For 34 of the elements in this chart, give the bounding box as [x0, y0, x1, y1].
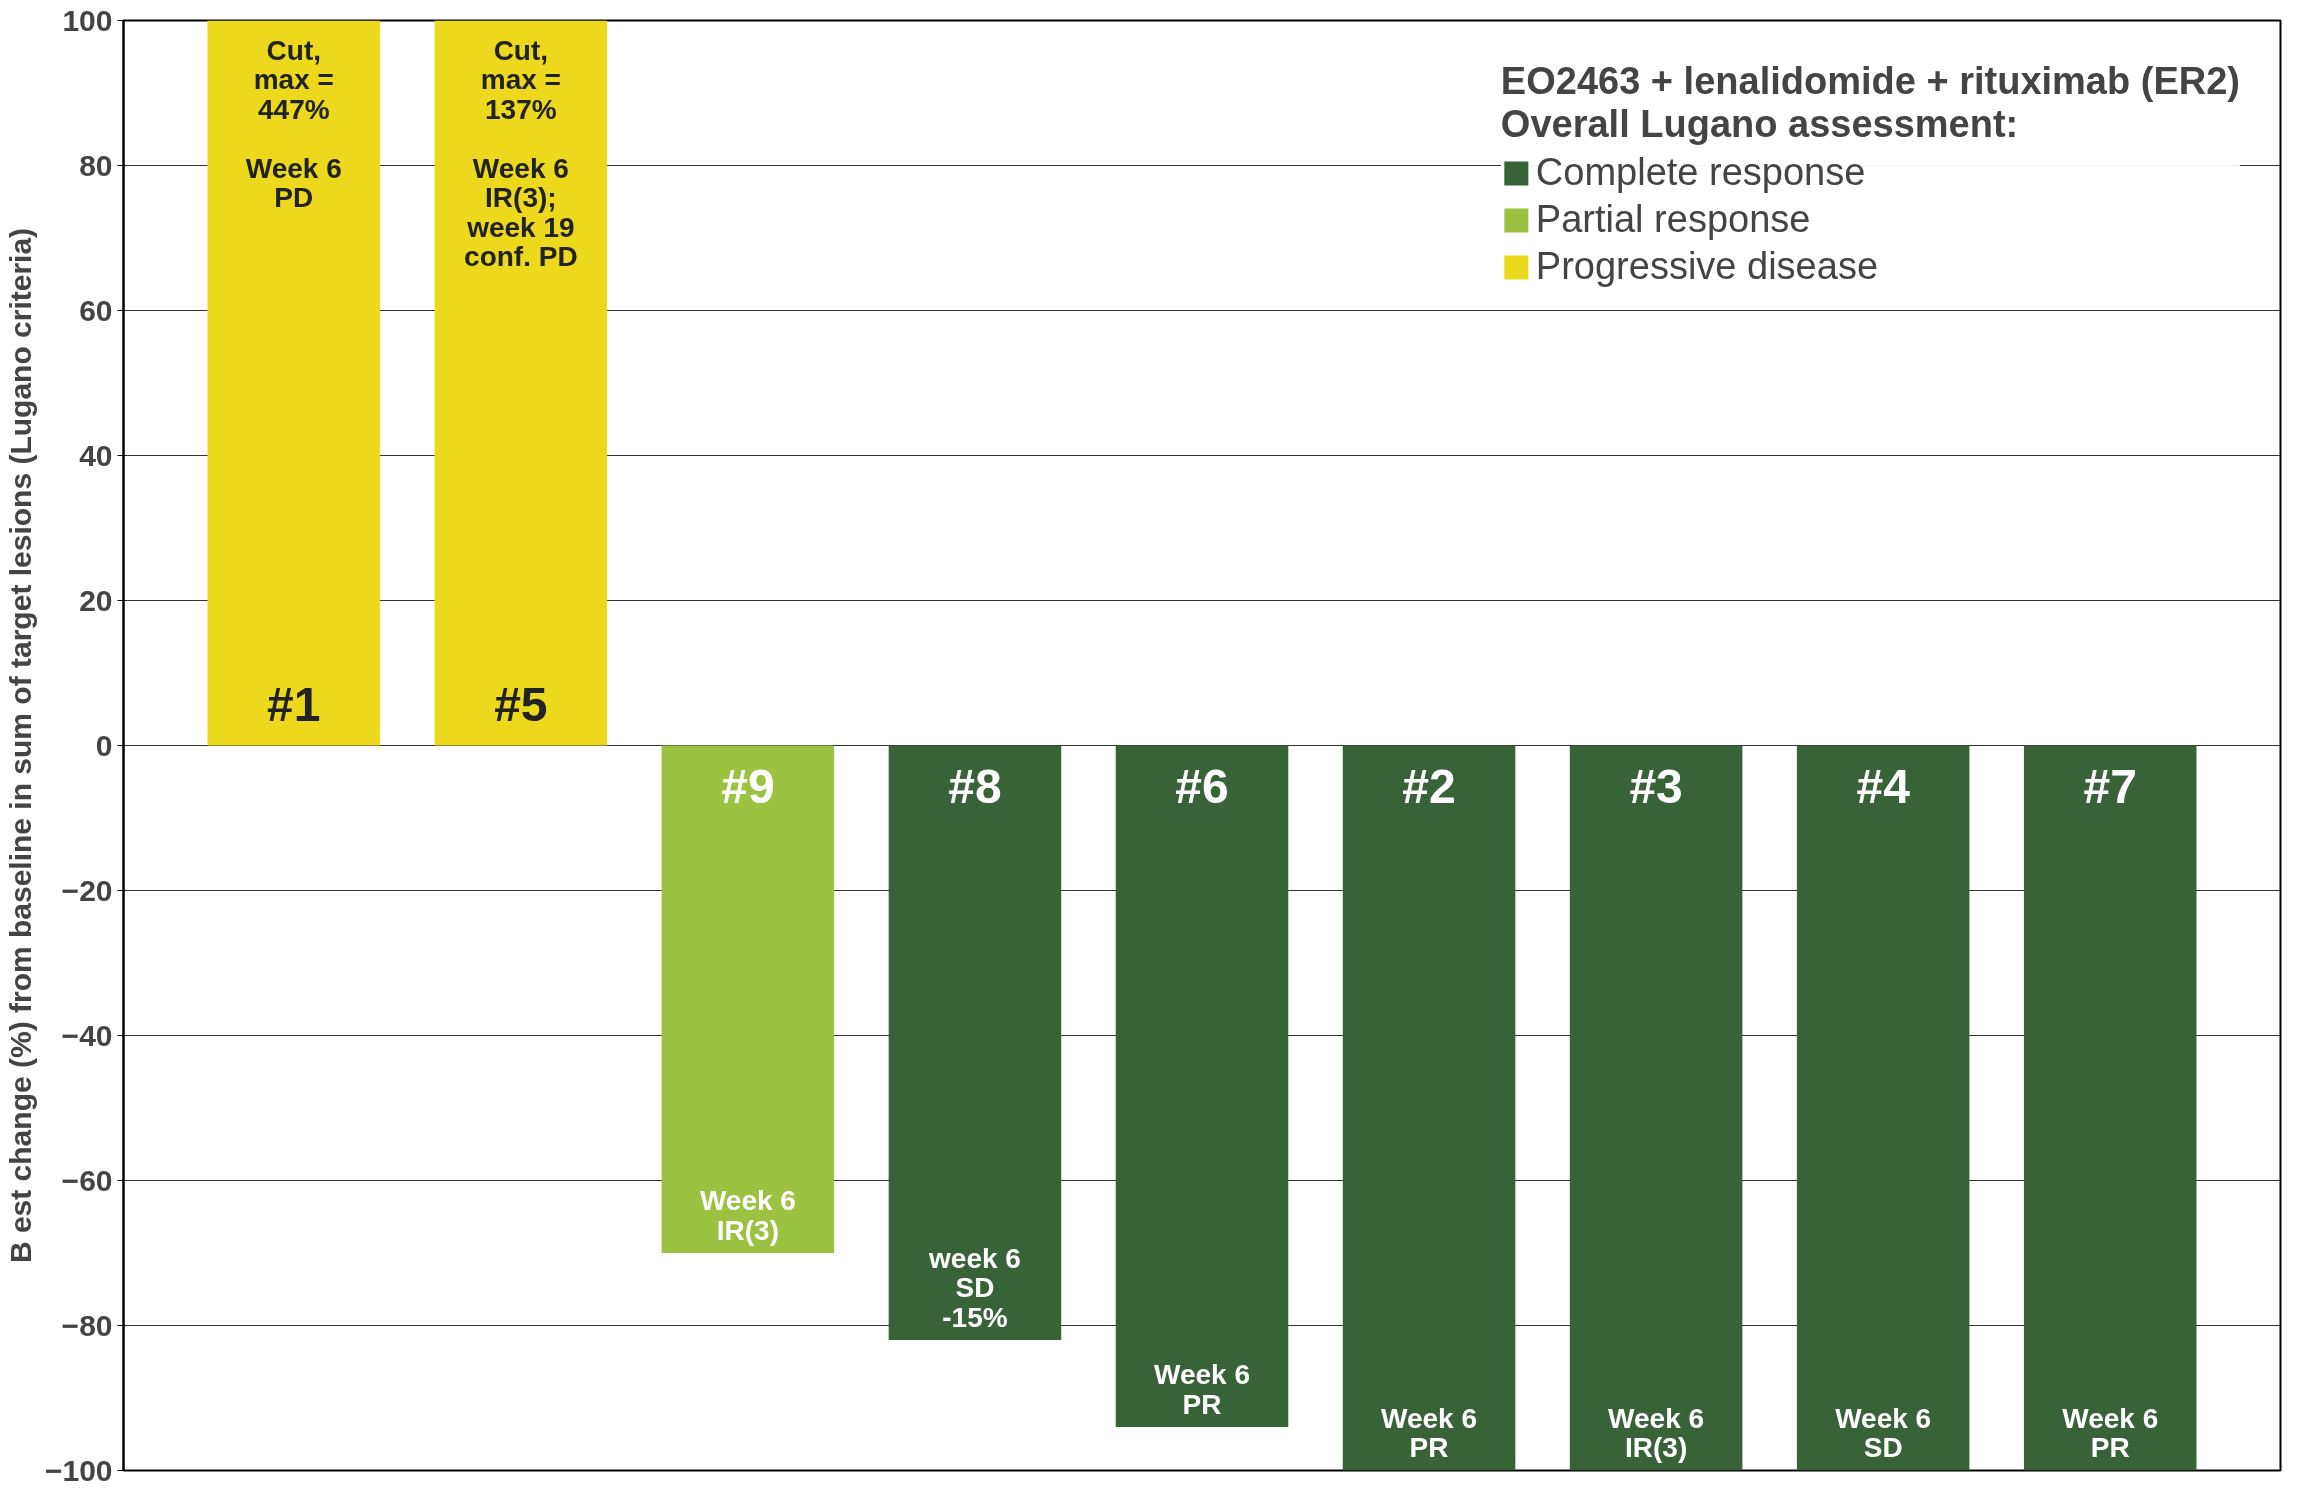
- annotation: Week 6 SD: [1835, 1402, 1932, 1464]
- y-tick-label: 60: [79, 293, 113, 327]
- x-tick-label: #1: [267, 678, 321, 731]
- legend-label: Complete response: [1535, 151, 1866, 194]
- y-tick-label: −60: [61, 1163, 113, 1197]
- annotation: Week 6 IR(3): [1608, 1402, 1705, 1464]
- annotation: Week 6 PR: [1154, 1359, 1250, 1420]
- annotation: Week 6 PR: [1381, 1402, 1478, 1464]
- y-tick-label: 80: [79, 148, 113, 182]
- annotation: Week 6 PR: [2062, 1402, 2159, 1464]
- annotation: Cut, max = 447% Week 6 PD: [245, 35, 342, 214]
- y-tick-label: 20: [79, 583, 113, 617]
- x-tick-label: #4: [1856, 760, 1911, 813]
- x-tick-label: #8: [948, 760, 1002, 813]
- x-tick-label: #2: [1402, 760, 1456, 813]
- y-tick-label: −80: [61, 1308, 113, 1342]
- annotation: week 6 SD -15%: [928, 1242, 1021, 1333]
- x-tick-label: #6: [1175, 760, 1229, 813]
- annotation: Cut, max = 137% Week 6 IR(3); week 19 conf. PD: [464, 35, 578, 273]
- x-tick-label: #9: [721, 760, 775, 813]
- x-tick-label: #5: [494, 678, 548, 731]
- y-tick-label: −100: [44, 1453, 113, 1487]
- y-tick-label: −40: [61, 1018, 113, 1052]
- y-tick-label: 0: [95, 728, 113, 762]
- y-tick-label: −20: [61, 873, 113, 907]
- y-tick-label: 40: [79, 438, 113, 472]
- legend-label: Progressive disease: [1535, 245, 1879, 288]
- legend-title: EO2463 + lenalidomide + rituximab (ER2) Overall Lugano assessment:: [1500, 60, 2240, 146]
- annotation: Week 6 IR(3): [699, 1185, 796, 1246]
- y-axis-title: B est change (%) from baseline in sum of target lesions (Lugano criteria): [3, 227, 37, 1264]
- x-tick-label: #3: [1629, 760, 1683, 813]
- y-tick-label: 100: [62, 3, 113, 37]
- x-tick-label: #7: [2083, 760, 2137, 813]
- legend-label: Partial response: [1535, 198, 1811, 241]
